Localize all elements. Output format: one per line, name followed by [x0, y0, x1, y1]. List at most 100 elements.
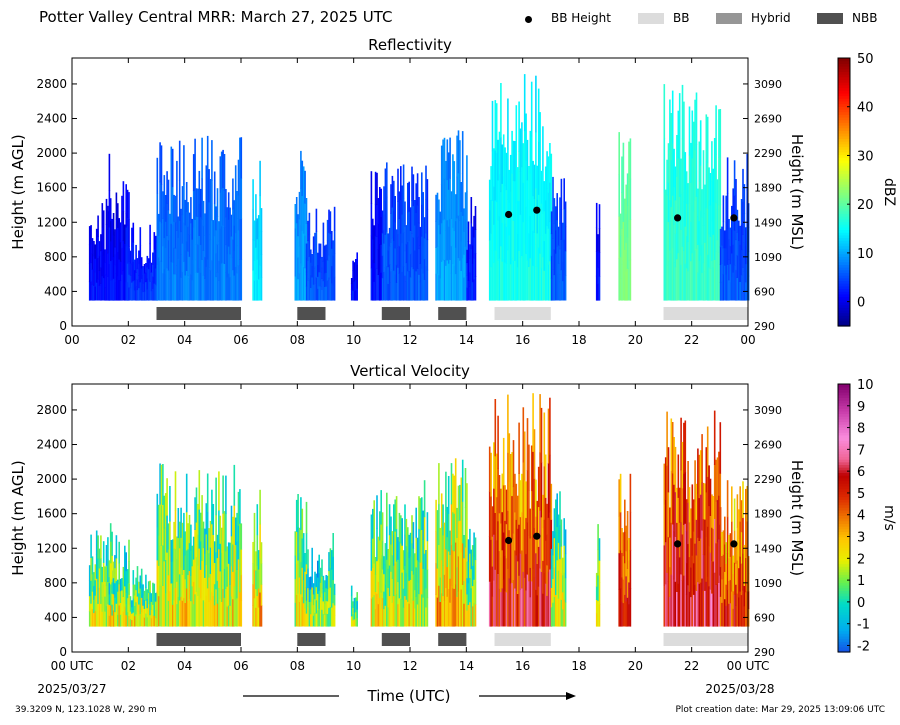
y-right-tick-label: 290 [754, 646, 775, 659]
echo-column [698, 454, 701, 499]
echo-column [708, 505, 710, 547]
echo-column [715, 459, 717, 502]
echo-column [405, 518, 408, 547]
echo-column [145, 574, 147, 588]
echo-column [400, 598, 402, 627]
echo-column [184, 224, 187, 251]
echo-column [529, 173, 532, 216]
echo-column [391, 238, 394, 270]
echo-column [722, 221, 725, 249]
echo-column [423, 553, 426, 591]
echo-column [93, 255, 95, 271]
echo-column [308, 613, 311, 627]
echo-column [677, 158, 680, 206]
echo-column [253, 240, 256, 261]
echo-column [353, 281, 356, 292]
echo-column [164, 526, 167, 561]
echo-column [595, 612, 598, 627]
echo-column [526, 220, 529, 261]
echo-column [733, 594, 736, 627]
echo-column [739, 262, 741, 282]
echo-column [543, 210, 546, 242]
echo-column [546, 595, 548, 627]
echo-column [747, 608, 750, 627]
y-tick-label: 400 [44, 284, 67, 298]
echo-column [380, 272, 382, 301]
echo-column [549, 260, 551, 301]
echo-column [536, 594, 539, 627]
echo-column [300, 225, 302, 264]
echo-column [152, 276, 154, 289]
echo-column [450, 191, 453, 219]
echo-column [124, 585, 126, 607]
echo-column [467, 260, 470, 281]
echo-column [460, 551, 463, 590]
echo-column [370, 570, 373, 599]
echo-column [495, 201, 498, 252]
echo-column [555, 276, 557, 301]
echo-column [260, 584, 263, 606]
colorbar-step [838, 133, 850, 137]
echo-column [370, 514, 373, 543]
echo-column [467, 221, 470, 242]
echo-column [447, 476, 450, 514]
echo-column [493, 262, 495, 301]
echo-column [111, 239, 113, 260]
echo-column [136, 566, 139, 582]
echo-column [402, 164, 405, 199]
echo-column [445, 548, 447, 588]
echo-column [329, 548, 332, 569]
colorbar-step [838, 509, 850, 514]
echo-column [307, 240, 309, 261]
x-tick-label: 08 [290, 659, 305, 673]
echo-column [310, 613, 312, 627]
echo-column [530, 490, 533, 537]
echo-column [376, 268, 378, 301]
echo-column [418, 561, 420, 595]
echo-column [533, 576, 536, 627]
echo-column [559, 525, 561, 560]
echo-column [552, 207, 554, 239]
echo-column [469, 272, 471, 287]
echo-column [150, 290, 153, 301]
echo-column [115, 192, 118, 220]
echo-column [256, 238, 259, 260]
creation-date-footer: Plot creation date: Mar 29, 2025 13:09:0… [675, 705, 885, 715]
echo-column [107, 205, 109, 230]
echo-column [328, 589, 330, 609]
echo-column [319, 611, 322, 627]
echo-column [404, 595, 406, 627]
echo-column [314, 571, 316, 586]
echo-column [146, 278, 149, 290]
echo-column [297, 593, 299, 627]
x-end-date: 2025/03/28 [705, 682, 774, 696]
echo-column [408, 534, 410, 559]
echo-column [212, 260, 215, 281]
echo-column [128, 539, 130, 562]
echo-column [212, 504, 215, 535]
echo-column [533, 429, 536, 479]
echo-column [414, 275, 416, 301]
echo-column [731, 591, 733, 627]
echo-column [746, 154, 748, 191]
echo-column [257, 215, 260, 237]
echo-column [681, 246, 684, 301]
echo-column [628, 604, 630, 627]
colorbar-tick-label: 10 [857, 378, 874, 393]
echo-column [523, 74, 526, 132]
echo-column [110, 240, 112, 262]
echo-column [126, 569, 129, 584]
echo-column [164, 273, 167, 301]
echo-column [421, 497, 423, 530]
echo-column [388, 595, 391, 627]
colorbar-step [838, 194, 850, 198]
echo-column [162, 245, 164, 274]
echo-column [388, 246, 391, 265]
echo-column [671, 90, 674, 144]
echo-column [473, 279, 475, 301]
echo-column [405, 545, 408, 573]
y-right-tick-label: 690 [754, 285, 775, 298]
echo-column [521, 588, 523, 627]
echo-column [546, 503, 548, 535]
echo-column [514, 180, 516, 222]
